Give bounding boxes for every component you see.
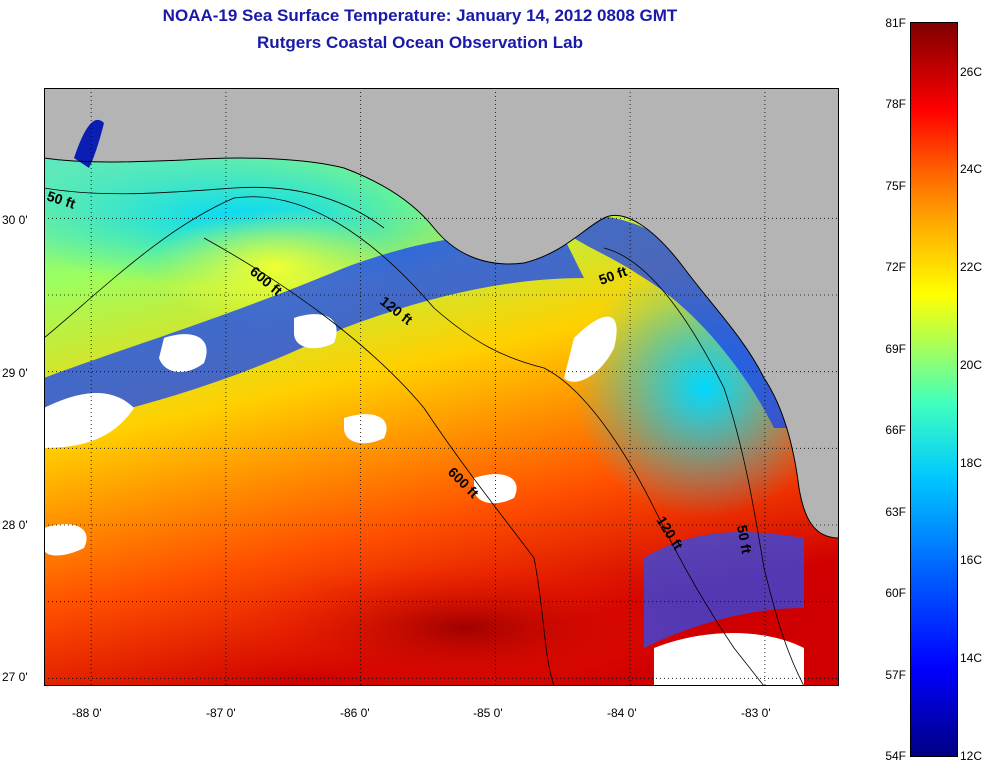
temperature-colorbar	[910, 22, 958, 757]
coastal-cold-band	[574, 216, 804, 428]
lat-label: 27 0'	[2, 670, 28, 684]
sst-map: 50 ft 600 ft 120 ft 50 ft 600 ft 120 ft …	[44, 88, 839, 686]
colorbar-label-c: 24C	[960, 162, 983, 176]
colorbar-label-c: 18C	[960, 456, 983, 470]
colorbar-label-c: 16C	[960, 553, 983, 567]
colorbar-label-c: 26C	[960, 65, 983, 79]
coast-water-bay	[74, 119, 104, 168]
southeast-cold-band	[644, 532, 804, 648]
lon-label: -85 0'	[473, 706, 503, 720]
colorbar-label-f: 57F	[885, 668, 906, 682]
lon-label: -86 0'	[340, 706, 370, 720]
contour-600ft	[203, 237, 555, 686]
colorbar-label-c: 22C	[960, 260, 983, 274]
colorbar-label-f: 69F	[885, 342, 906, 356]
colorbar-label-f: 63F	[885, 505, 906, 519]
colorbar-label-c: 12C	[960, 749, 983, 763]
lat-label: 28 0'	[2, 518, 28, 532]
hot-core	[234, 558, 694, 686]
colorbar-label-c: 14C	[960, 651, 983, 665]
colorbar-label-f: 72F	[885, 260, 906, 274]
map-subtitle: Rutgers Coastal Ocean Observation Lab	[257, 33, 583, 52]
lon-label: -88 0'	[72, 706, 102, 720]
cloud-mask	[44, 314, 804, 686]
colorbar-label-f: 66F	[885, 423, 906, 437]
contour-50ft-east	[603, 247, 805, 686]
lon-label: -84 0'	[607, 706, 637, 720]
coastline	[44, 157, 839, 539]
colorbar-label-c: 20C	[960, 358, 983, 372]
contour-50ft-west	[44, 186, 385, 229]
lat-label: 29 0'	[2, 366, 28, 380]
contour-label: 50 ft	[734, 524, 755, 555]
map-title: NOAA-19 Sea Surface Temperature: January…	[162, 6, 678, 25]
land-mass	[44, 88, 839, 538]
lat-label: 30 0'	[2, 213, 28, 227]
lon-label: -83 0'	[741, 706, 771, 720]
lon-label: -87 0'	[206, 706, 236, 720]
graticule	[44, 88, 839, 686]
colorbar-label-f: 60F	[885, 586, 906, 600]
colorbar-label-f: 81F	[885, 16, 906, 30]
map-frame	[44, 88, 839, 686]
colorbar-label-f: 78F	[885, 97, 906, 111]
contour-120ft	[44, 196, 765, 686]
colorbar-label-f: 54F	[885, 749, 906, 763]
colorbar-label-f: 75F	[885, 179, 906, 193]
